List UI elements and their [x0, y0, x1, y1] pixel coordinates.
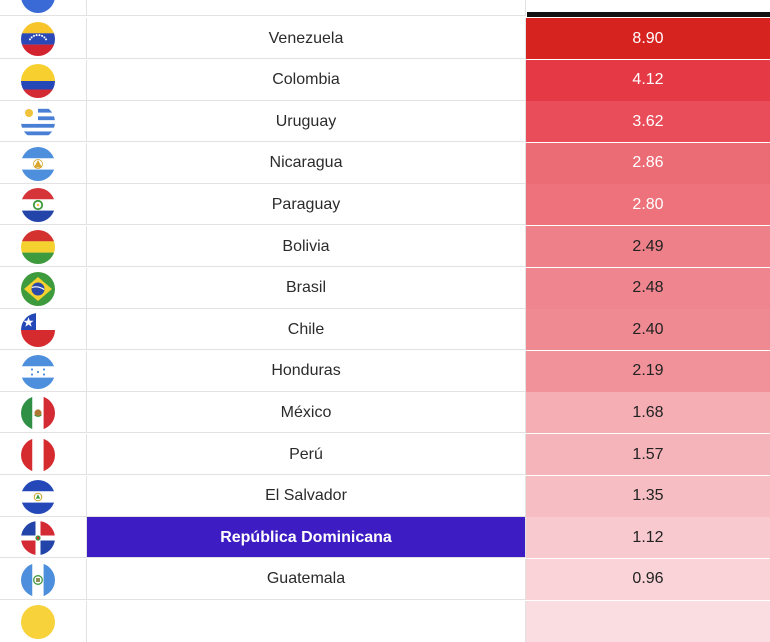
row-divider	[0, 557, 526, 559]
value-cell: 1.57	[526, 434, 770, 475]
table-row-partial-top	[0, 0, 770, 16]
flag-cell	[0, 309, 87, 351]
value-cell: 4.12	[526, 59, 770, 101]
flag-cell	[0, 184, 87, 226]
table-row: Chile 2.40	[0, 309, 770, 351]
honduras-flag-icon	[21, 354, 55, 389]
table-row: Paraguay 2.80	[0, 184, 770, 226]
flag-cell	[0, 59, 87, 101]
partial-flag-icon	[21, 605, 55, 639]
nicaragua-flag-icon	[21, 146, 55, 181]
bolivia-flag-icon	[21, 230, 55, 264]
table-row: Honduras 2.19	[0, 350, 770, 392]
country-name-cell	[87, 0, 526, 16]
table-row: Nicaragua 2.86	[0, 142, 770, 184]
row-divider	[0, 224, 526, 226]
row-divider	[0, 349, 526, 351]
value-cell: 0.96	[526, 558, 770, 600]
country-name-cell: El Salvador	[87, 475, 526, 517]
country-name-cell	[87, 601, 526, 642]
brasil-flag-icon	[21, 271, 55, 306]
flag-cell	[0, 226, 87, 267]
guatemala-flag-icon	[21, 562, 55, 597]
value-cell: 2.19	[526, 350, 770, 392]
country-name-cell: Chile	[87, 309, 526, 351]
value-cell: 1.68	[526, 392, 770, 434]
row-divider	[0, 182, 526, 184]
value-cell: 2.48	[526, 267, 770, 309]
value-cell: 2.40	[526, 309, 770, 351]
venezuela-flag-icon	[21, 22, 55, 56]
colombia-flag-icon	[21, 63, 55, 98]
value-cell: 3.62	[526, 101, 770, 143]
row-divider	[0, 15, 526, 16]
country-name-cell: Uruguay	[87, 101, 526, 143]
flag-cell	[0, 18, 87, 59]
country-name-cell: Colombia	[87, 59, 526, 101]
row-divider	[0, 307, 526, 309]
country-name-cell: Bolivia	[87, 226, 526, 267]
country-name-cell: Perú	[87, 434, 526, 475]
value-cell: 2.86	[526, 142, 770, 184]
country-name-cell: Brasil	[87, 267, 526, 309]
row-divider	[0, 598, 526, 600]
value-cell: 1.35	[526, 475, 770, 517]
row-divider	[0, 141, 526, 143]
value-cell: 2.80	[526, 184, 770, 226]
value-cell	[526, 601, 770, 642]
row-divider	[0, 515, 526, 517]
uruguay-flag-icon	[21, 105, 55, 140]
value-cell: 8.90	[526, 18, 770, 59]
table-row: Bolivia 2.49	[0, 226, 770, 267]
table-row: Uruguay 3.62	[0, 101, 770, 143]
flag-cell	[0, 142, 87, 184]
row-divider	[0, 266, 526, 267]
row-divider	[0, 58, 526, 59]
flag-cell	[0, 350, 87, 392]
table-row: Venezuela 8.90	[0, 18, 770, 59]
flag-cell	[0, 434, 87, 475]
chile-flag-icon	[21, 313, 55, 348]
table-row: Guatemala 0.96	[0, 558, 770, 600]
country-name-cell: Honduras	[87, 350, 526, 392]
dominican-republic-flag-icon	[21, 521, 55, 556]
paraguay-flag-icon	[21, 188, 55, 223]
row-divider	[0, 474, 526, 475]
table-row: Brasil 2.48	[0, 267, 770, 309]
table-row: Perú 1.57	[0, 434, 770, 475]
flag-cell	[0, 475, 87, 517]
country-name-cell: República Dominicana	[87, 517, 526, 559]
flag-cell	[0, 558, 87, 600]
country-name-cell: Paraguay	[87, 184, 526, 226]
table-row: Colombia 4.12	[0, 59, 770, 101]
flag-cell	[0, 392, 87, 434]
flag-cell	[0, 0, 87, 16]
value-cell: 2.49	[526, 226, 770, 267]
country-name-cell: Nicaragua	[87, 142, 526, 184]
flag-cell	[0, 517, 87, 559]
partial-flag-icon	[21, 0, 55, 13]
country-name-cell: Guatemala	[87, 558, 526, 600]
flag-cell	[0, 267, 87, 309]
flag-cell	[0, 101, 87, 143]
country-name-cell: México	[87, 392, 526, 434]
peru-flag-icon	[21, 438, 55, 472]
row-divider	[0, 99, 526, 101]
row-divider	[0, 390, 526, 392]
value-cell: 1.12	[526, 517, 770, 559]
flag-cell	[0, 601, 87, 642]
row-divider	[0, 432, 526, 434]
value-column-top-bar	[527, 12, 770, 17]
table-row: México 1.68	[0, 392, 770, 434]
country-name-cell: Venezuela	[87, 18, 526, 59]
el-salvador-flag-icon	[21, 479, 55, 514]
table-row: República Dominicana 1.12	[0, 517, 770, 559]
mexico-flag-icon	[21, 396, 55, 431]
table-row: El Salvador 1.35	[0, 475, 770, 517]
table-row-partial-bottom	[0, 601, 770, 642]
